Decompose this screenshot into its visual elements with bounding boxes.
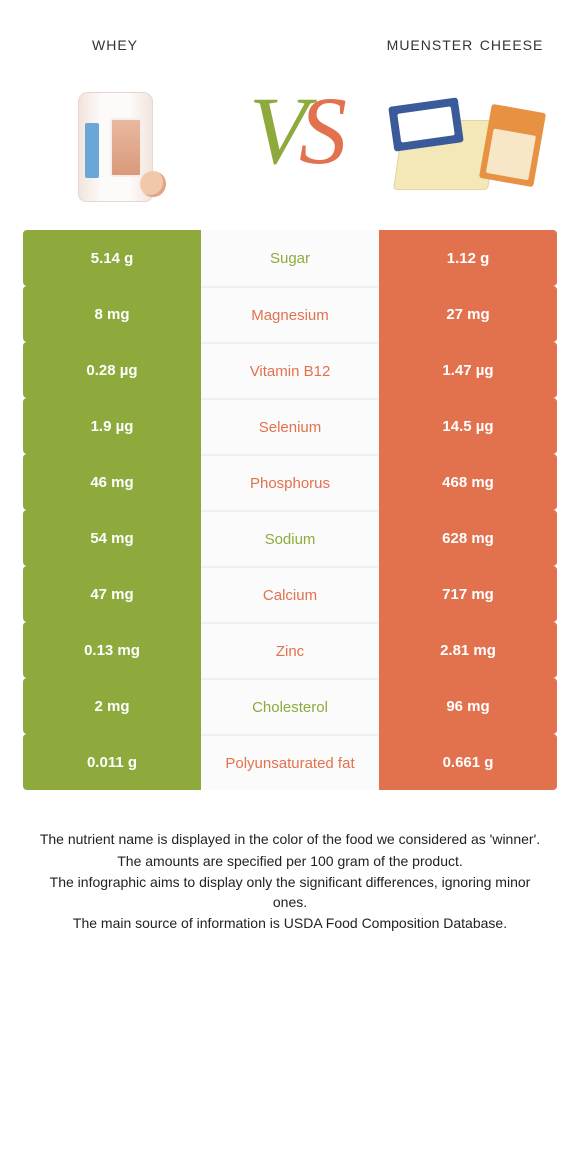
footnote-line: The infographic aims to display only the… [35, 873, 545, 912]
comparison-table: 5.14 gSugar1.12 g8 mgMagnesium27 mg0.28 … [23, 230, 557, 790]
nutrient-name: Zinc [201, 622, 379, 678]
footnote-line: The amounts are specified per 100 gram o… [35, 852, 545, 872]
nutrient-name: Polyunsaturated fat [201, 734, 379, 790]
svg-text:S: S [299, 77, 347, 184]
table-row: 0.13 mgZinc2.81 mg [23, 622, 557, 678]
footnote-line: The nutrient name is displayed in the co… [35, 830, 545, 850]
table-row: 47 mgCalcium717 mg [23, 566, 557, 622]
whey-illustration [78, 92, 153, 202]
table-row: 54 mgSodium628 mg [23, 510, 557, 566]
left-value: 0.011 g [23, 734, 201, 790]
footnotes: The nutrient name is displayed in the co… [15, 830, 565, 934]
nutrient-name: Sugar [201, 230, 379, 286]
right-food-column: Muenster cheese [365, 20, 565, 212]
table-row: 5.14 gSugar1.12 g [23, 230, 557, 286]
table-row: 8 mgMagnesium27 mg [23, 286, 557, 342]
left-value: 2 mg [23, 678, 201, 734]
right-value: 1.47 µg [379, 342, 557, 398]
cheese-illustration [393, 100, 538, 195]
footnote-line: The main source of information is USDA F… [35, 914, 545, 934]
left-food-image [40, 82, 190, 212]
right-value: 14.5 µg [379, 398, 557, 454]
right-value: 717 mg [379, 566, 557, 622]
left-food-title: Whey [92, 20, 138, 68]
table-row: 46 mgPhosphorus468 mg [23, 454, 557, 510]
left-value: 8 mg [23, 286, 201, 342]
table-row: 1.9 µgSelenium14.5 µg [23, 398, 557, 454]
left-food-column: Whey [15, 20, 215, 212]
nutrient-name: Sodium [201, 510, 379, 566]
right-value: 2.81 mg [379, 622, 557, 678]
left-value: 46 mg [23, 454, 201, 510]
table-row: 0.28 µgVitamin B121.47 µg [23, 342, 557, 398]
left-value: 5.14 g [23, 230, 201, 286]
vs-label: V S [215, 20, 365, 185]
right-food-image [390, 82, 540, 212]
right-value: 27 mg [379, 286, 557, 342]
right-value: 1.12 g [379, 230, 557, 286]
nutrient-name: Cholesterol [201, 678, 379, 734]
nutrient-name: Vitamin B12 [201, 342, 379, 398]
right-value: 96 mg [379, 678, 557, 734]
nutrient-name: Magnesium [201, 286, 379, 342]
nutrient-name: Calcium [201, 566, 379, 622]
right-value: 0.661 g [379, 734, 557, 790]
right-value: 628 mg [379, 510, 557, 566]
nutrient-name: Phosphorus [201, 454, 379, 510]
left-value: 0.28 µg [23, 342, 201, 398]
table-row: 2 mgCholesterol96 mg [23, 678, 557, 734]
right-value: 468 mg [379, 454, 557, 510]
header: Whey V S Muenster cheese [15, 20, 565, 212]
left-value: 47 mg [23, 566, 201, 622]
nutrient-name: Selenium [201, 398, 379, 454]
infographic-container: Whey V S Muenster cheese [0, 0, 580, 976]
left-value: 0.13 mg [23, 622, 201, 678]
table-row: 0.011 gPolyunsaturated fat0.661 g [23, 734, 557, 790]
vs-icon: V S [215, 75, 365, 185]
left-value: 1.9 µg [23, 398, 201, 454]
left-value: 54 mg [23, 510, 201, 566]
right-food-title: Muenster cheese [387, 20, 544, 68]
